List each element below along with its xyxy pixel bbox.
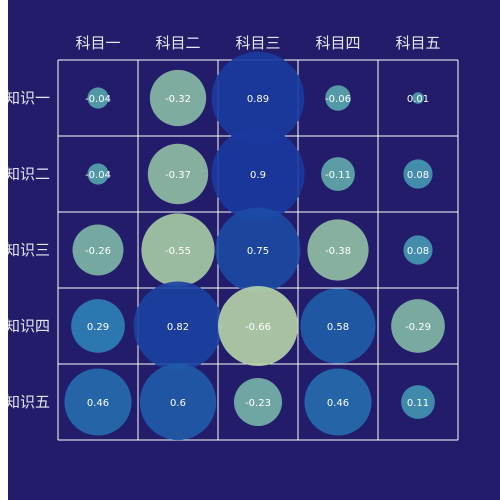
value-label-5-2: 0.6	[170, 398, 186, 409]
value-label-5-3: -0.23	[245, 398, 271, 409]
value-label-1-2: -0.32	[165, 94, 191, 105]
value-label-1-4: -0.06	[325, 94, 351, 105]
value-label-1-1: -0.04	[85, 94, 111, 105]
bubble-3-5	[403, 235, 433, 265]
bubble-4-5	[391, 299, 445, 353]
row-label-1: 知识一	[8, 89, 50, 107]
bubble-1-2	[149, 69, 207, 127]
value-label-4-2: 0.82	[167, 322, 189, 333]
value-label-5-4: 0.46	[327, 398, 349, 409]
value-label-3-5: 0.08	[407, 246, 429, 257]
bubble-3-2	[141, 213, 215, 287]
value-label-2-1: -0.04	[85, 170, 111, 181]
value-label-2-4: -0.11	[325, 170, 351, 181]
row-label-2: 知识二	[8, 165, 50, 183]
chart-panel: -0.04 -0.32 0.89 -0.06 0.01 -0.04 -0.37 0.9 -0.1…	[8, 0, 500, 500]
correlation-bubble-chart: -0.04 -0.32 0.89 -0.06 0.01 -0.04 -0.37 0.9 -0.1…	[8, 34, 459, 441]
bubble-1-1	[87, 87, 109, 109]
value-label-5-5: 0.11	[407, 398, 429, 409]
bubble-2-2	[147, 143, 209, 205]
value-label-4-4: 0.58	[327, 322, 349, 333]
column-label-2: 科目二	[155, 34, 200, 52]
bubble-5-4	[304, 368, 372, 436]
value-labels: -0.04 -0.32 0.89 -0.06 0.01 -0.04 -0.37 0.9 -0.1…	[85, 94, 431, 409]
bubble-1-5	[412, 92, 424, 104]
value-label-4-5: -0.29	[405, 322, 431, 333]
bubble-4-1	[71, 299, 125, 353]
row-label-5: 知识五	[8, 393, 50, 411]
bubble-5-3	[233, 377, 283, 427]
value-label-3-2: -0.55	[165, 246, 191, 257]
value-label-5-1: 0.46	[87, 398, 109, 409]
bubble-5-5	[401, 385, 435, 419]
value-label-1-3: 0.89	[247, 94, 269, 105]
value-label-2-5: 0.08	[407, 170, 429, 181]
bubble-5-1	[64, 368, 132, 436]
column-label-3: 科目三	[235, 34, 280, 52]
bubble-3-4	[307, 219, 369, 281]
column-label-4: 科目四	[315, 34, 360, 52]
value-label-4-3: -0.66	[245, 322, 271, 333]
bubble-1-3	[211, 51, 305, 145]
bubble-1-4	[325, 85, 351, 111]
value-label-4-1: 0.29	[87, 322, 109, 333]
value-label-3-4: -0.38	[325, 246, 351, 257]
bubble-3-1	[72, 224, 124, 276]
bubble-2-4	[321, 157, 355, 191]
bubble-4-2	[133, 281, 223, 371]
row-label-3: 知识三	[8, 241, 50, 259]
column-label-5: 科目五	[395, 34, 440, 52]
value-label-1-5: 0.01	[407, 94, 429, 105]
bubble-3-3	[215, 207, 301, 293]
bubble-4-4	[300, 288, 376, 364]
value-label-2-2: -0.37	[165, 170, 191, 181]
bubble-2-1	[87, 163, 109, 185]
value-label-3-3: 0.75	[247, 246, 269, 257]
bubble-4-3	[218, 286, 298, 366]
column-label-1: 科目一	[75, 34, 120, 52]
bubbles	[64, 51, 445, 441]
bubble-2-5	[403, 159, 433, 189]
bubble-2-3	[211, 127, 305, 221]
row-label-4: 知识四	[8, 317, 50, 335]
bubble-5-2	[139, 363, 217, 441]
value-label-2-3: 0.9	[250, 170, 266, 181]
value-label-3-1: -0.26	[85, 246, 111, 257]
